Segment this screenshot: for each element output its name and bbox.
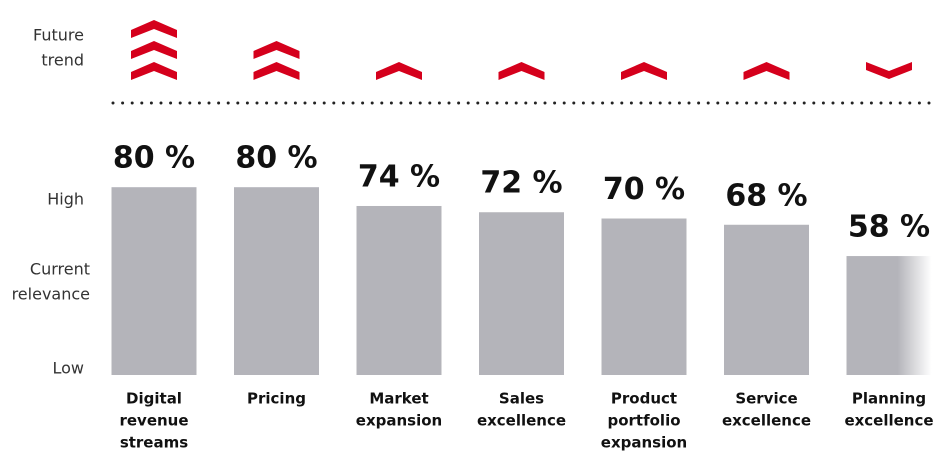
trend-label: Future <box>33 26 84 45</box>
bar <box>601 218 687 375</box>
value-label: 74 % <box>358 159 440 194</box>
bar <box>724 224 809 375</box>
x-tick-label: Product <box>611 390 677 408</box>
x-tick-label: Service <box>735 390 797 408</box>
bar <box>356 205 442 375</box>
value-label: 70 % <box>603 172 685 207</box>
value-label: 80 % <box>235 141 317 176</box>
x-tick-label: excellence <box>477 412 566 430</box>
axis-label: relevance <box>12 285 90 304</box>
x-tick-label: expansion <box>356 412 442 430</box>
high-label: High <box>47 190 84 209</box>
x-tick-label: excellence <box>844 412 933 430</box>
trend-chevron <box>131 41 177 59</box>
trend-label: trend <box>41 51 84 70</box>
trend-chevron <box>131 62 177 80</box>
bar <box>479 212 564 375</box>
x-tick-label: portfolio <box>607 412 680 430</box>
x-tick-label: revenue <box>119 412 188 430</box>
bar <box>234 187 319 375</box>
low-label: Low <box>52 359 84 378</box>
x-tick-label: Planning <box>852 390 926 408</box>
trend-chevron <box>743 62 790 80</box>
x-tick-label: expansion <box>601 434 687 452</box>
trend-chevron <box>621 62 667 80</box>
value-label: 68 % <box>725 178 807 213</box>
x-tick-label: Market <box>369 390 428 408</box>
bar <box>111 187 197 375</box>
trend-chevron <box>253 62 300 80</box>
value-label: 58 % <box>848 210 930 245</box>
trend-chevron <box>131 20 177 38</box>
value-label: 80 % <box>113 141 195 176</box>
x-tick-label: excellence <box>722 412 811 430</box>
trend-chevron <box>866 62 912 79</box>
x-tick-label: Digital <box>126 390 182 408</box>
trend-chevron <box>253 41 300 59</box>
trend-chevron <box>376 62 422 80</box>
bar <box>846 256 932 375</box>
x-tick-label: streams <box>120 434 188 452</box>
x-tick-label: Pricing <box>247 390 306 408</box>
trend-chevron <box>498 62 545 80</box>
value-label: 72 % <box>480 166 562 201</box>
x-tick-label: Sales <box>499 390 544 408</box>
axis-label: Current <box>30 260 90 279</box>
